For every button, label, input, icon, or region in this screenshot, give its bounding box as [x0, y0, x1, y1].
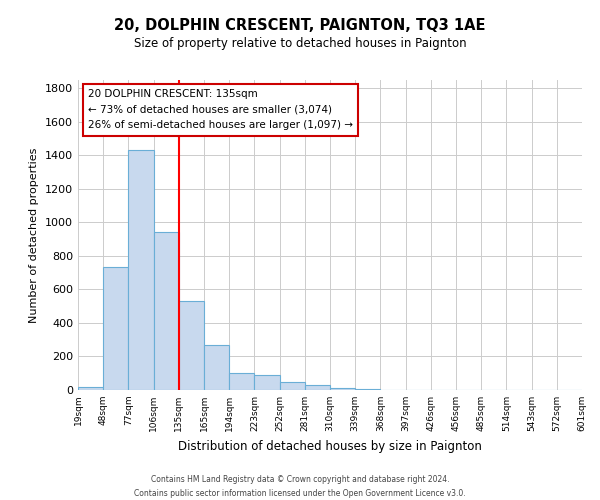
Text: 20 DOLPHIN CRESCENT: 135sqm
← 73% of detached houses are smaller (3,074)
26% of : 20 DOLPHIN CRESCENT: 135sqm ← 73% of det…	[88, 90, 353, 130]
Text: 20, DOLPHIN CRESCENT, PAIGNTON, TQ3 1AE: 20, DOLPHIN CRESCENT, PAIGNTON, TQ3 1AE	[114, 18, 486, 32]
X-axis label: Distribution of detached houses by size in Paignton: Distribution of detached houses by size …	[178, 440, 482, 452]
Bar	[78, 386, 103, 390]
Bar	[305, 386, 330, 390]
Text: Contains HM Land Registry data © Crown copyright and database right 2024.
Contai: Contains HM Land Registry data © Crown c…	[134, 476, 466, 498]
Bar	[330, 388, 355, 390]
Bar	[103, 267, 128, 390]
Bar	[128, 150, 154, 390]
Y-axis label: Number of detached properties: Number of detached properties	[29, 148, 40, 322]
Text: Size of property relative to detached houses in Paignton: Size of property relative to detached ho…	[134, 38, 466, 51]
Bar	[179, 301, 204, 390]
Bar	[254, 375, 280, 390]
Bar	[229, 372, 254, 390]
Bar	[280, 382, 305, 390]
Bar	[204, 345, 229, 390]
Bar	[154, 232, 179, 390]
